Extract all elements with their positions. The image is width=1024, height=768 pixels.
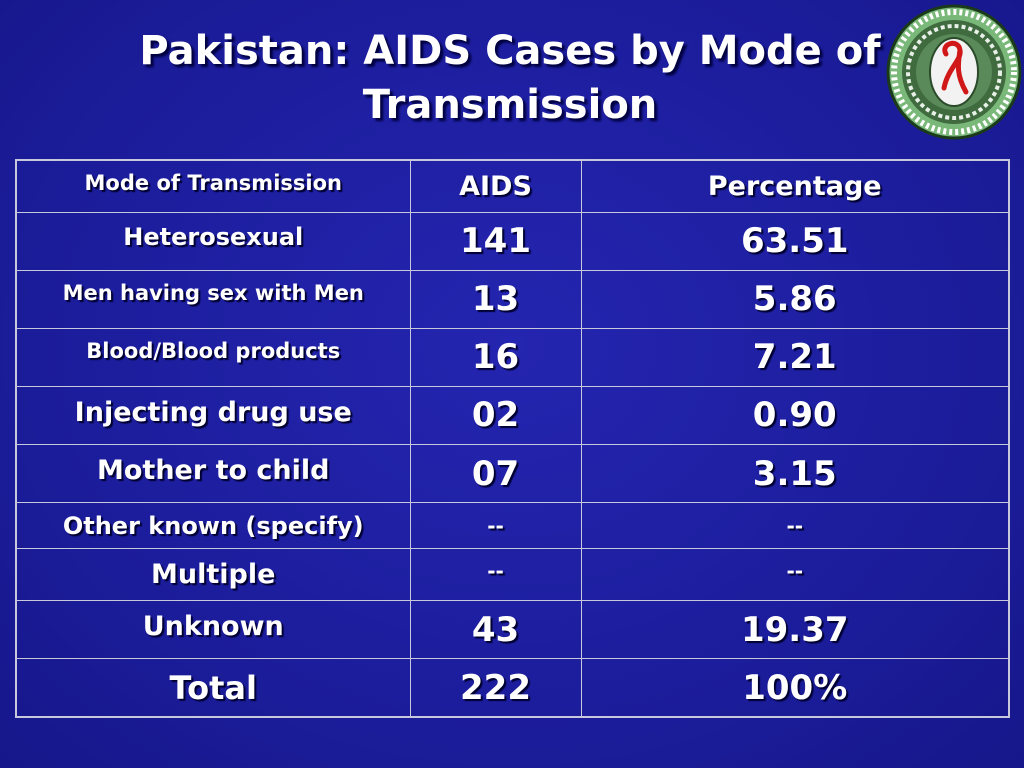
title-line-2: Transmission — [362, 82, 658, 128]
row-percentage: 5.86 — [580, 269, 1010, 329]
row-percentage: 0.90 — [580, 385, 1010, 445]
table-total-row: Total 222 100% — [15, 658, 1010, 718]
table-row: Blood/Blood products 16 7.21 — [15, 327, 1010, 387]
row-mode: Mother to child — [15, 443, 411, 504]
row-mode: Other known (specify) — [15, 502, 411, 550]
row-aids: 141 — [409, 211, 582, 271]
table-row: Multiple -- -- — [15, 548, 1010, 602]
row-mode: Multiple — [15, 548, 411, 602]
row-aids: -- — [409, 548, 582, 602]
table-row: Men having sex with Men 13 5.86 — [15, 269, 1010, 329]
header-aids: AIDS — [409, 159, 582, 213]
table-row: Other known (specify) -- -- — [15, 502, 1010, 550]
row-percentage: 3.15 — [580, 443, 1010, 504]
title-line-1: Pakistan: AIDS Cases by Mode of — [139, 28, 881, 74]
aids-cases-table: Mode of Transmission AIDS Percentage Het… — [15, 159, 1010, 718]
red-ribbon-seal-icon — [886, 4, 1022, 140]
slide-title: Pakistan: AIDS Cases by Mode of Transmis… — [100, 24, 920, 132]
row-percentage: -- — [580, 548, 1010, 602]
table-row: Heterosexual 141 63.51 — [15, 211, 1010, 271]
row-aids: -- — [409, 502, 582, 550]
row-mode: Total — [15, 658, 411, 718]
row-aids: 43 — [409, 600, 582, 660]
row-mode: Blood/Blood products — [15, 327, 411, 387]
row-mode: Men having sex with Men — [15, 269, 411, 329]
row-aids: 16 — [409, 327, 582, 387]
row-percentage: 63.51 — [580, 211, 1010, 271]
row-percentage: -- — [580, 502, 1010, 550]
table-header-row: Mode of Transmission AIDS Percentage — [15, 159, 1010, 213]
header-mode: Mode of Transmission — [15, 159, 411, 213]
header-percentage: Percentage — [580, 159, 1010, 213]
row-mode: Injecting drug use — [15, 385, 411, 445]
row-percentage: 19.37 — [580, 600, 1010, 660]
row-aids: 222 — [409, 658, 582, 718]
row-aids: 02 — [409, 385, 582, 445]
row-percentage: 7.21 — [580, 327, 1010, 387]
row-aids: 13 — [409, 269, 582, 329]
row-aids: 07 — [409, 443, 582, 504]
row-mode: Heterosexual — [15, 211, 411, 271]
table-row: Unknown 43 19.37 — [15, 600, 1010, 660]
row-percentage: 100% — [580, 658, 1010, 718]
row-mode: Unknown — [15, 600, 411, 660]
table-row: Mother to child 07 3.15 — [15, 443, 1010, 504]
table-row: Injecting drug use 02 0.90 — [15, 385, 1010, 445]
